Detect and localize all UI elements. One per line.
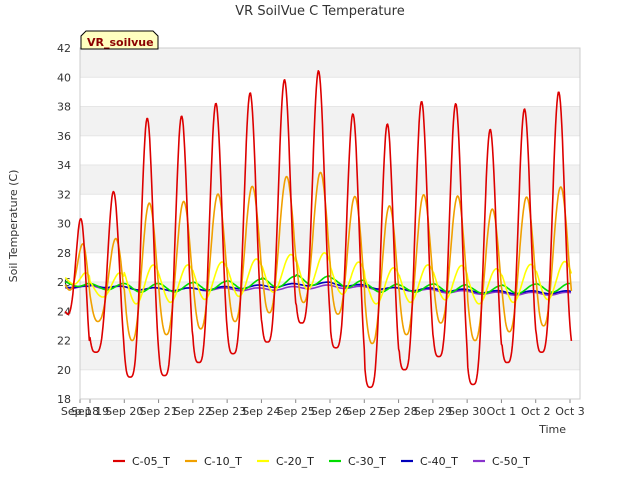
x-tick-label: Sep 28 <box>379 405 417 418</box>
x-tick-label: Sep 18 <box>61 405 99 418</box>
grid-band <box>80 165 580 195</box>
series-line-c-20_t <box>64 252 573 305</box>
grid-band <box>80 106 580 136</box>
y-tick-label: 42 <box>57 42 71 55</box>
x-tick-label: Sep 21 <box>139 405 177 418</box>
y-tick-label: 34 <box>57 159 71 172</box>
x-tick-label: Sep 29 <box>414 405 452 418</box>
x-tick-label: Sep 20 <box>105 405 143 418</box>
y-tick-label: 28 <box>57 247 71 260</box>
x-tick-label: Oct 2 <box>521 405 551 418</box>
chart-title: VR SoilVue C Temperature <box>235 4 404 19</box>
x-tick-label: Oct 3 <box>555 405 585 418</box>
legend: C-05_T C-10_T C-20_T C-30_T C-40_T C-50_T <box>113 455 530 468</box>
x-tick-label: Sep 23 <box>208 405 246 418</box>
legend-label-c-50_t: C-50_T <box>492 455 530 468</box>
x-tick-label: Oct 1 <box>487 405 517 418</box>
series-line-c-05_t <box>64 70 573 389</box>
badge-box <box>80 30 159 50</box>
grid-bands <box>80 47 580 400</box>
y-tick-label: 36 <box>57 130 71 143</box>
badge-label: VR_soilvue <box>87 36 154 49</box>
y-tick-label: 32 <box>57 188 71 201</box>
legend-label-c-20_t: C-20_T <box>276 455 314 468</box>
y-tick-label: 22 <box>57 335 71 348</box>
y-tick-label: 30 <box>57 218 71 231</box>
grid-band <box>80 48 580 78</box>
x-tick-label: Sep 22 <box>174 405 212 418</box>
x-tick-label: Sep 26 <box>311 405 349 418</box>
series-lines <box>64 70 573 389</box>
x-tick-label: Sep 24 <box>242 405 280 418</box>
y-tick-label: 38 <box>57 101 71 114</box>
series-line-c-30_t <box>65 274 572 295</box>
x-tick-label: Sep 27 <box>345 405 383 418</box>
x-axis-label: Time <box>538 423 566 436</box>
x-tick-label: Sep 25 <box>277 405 315 418</box>
x-tick-label: Sep 19 <box>71 405 109 418</box>
y-axis-label: Soil Temperature (C) <box>7 170 20 283</box>
station-badge: VR_soilvue <box>80 30 159 50</box>
x-tick-label: Sep 30 <box>448 405 486 418</box>
legend-label-c-40_t: C-40_T <box>420 455 458 468</box>
legend-label-c-05_t: C-05_T <box>132 455 170 468</box>
y-tick-label: 40 <box>57 71 71 84</box>
grid-band <box>80 340 580 370</box>
y-tick-label: 20 <box>57 364 71 377</box>
y-tick-label: 24 <box>57 305 71 318</box>
legend-label-c-30_t: C-30_T <box>348 455 386 468</box>
y-tick-label: 18 <box>57 393 71 406</box>
series-line-c-10_t <box>64 171 573 345</box>
legend-label-c-10_t: C-10_T <box>204 455 242 468</box>
